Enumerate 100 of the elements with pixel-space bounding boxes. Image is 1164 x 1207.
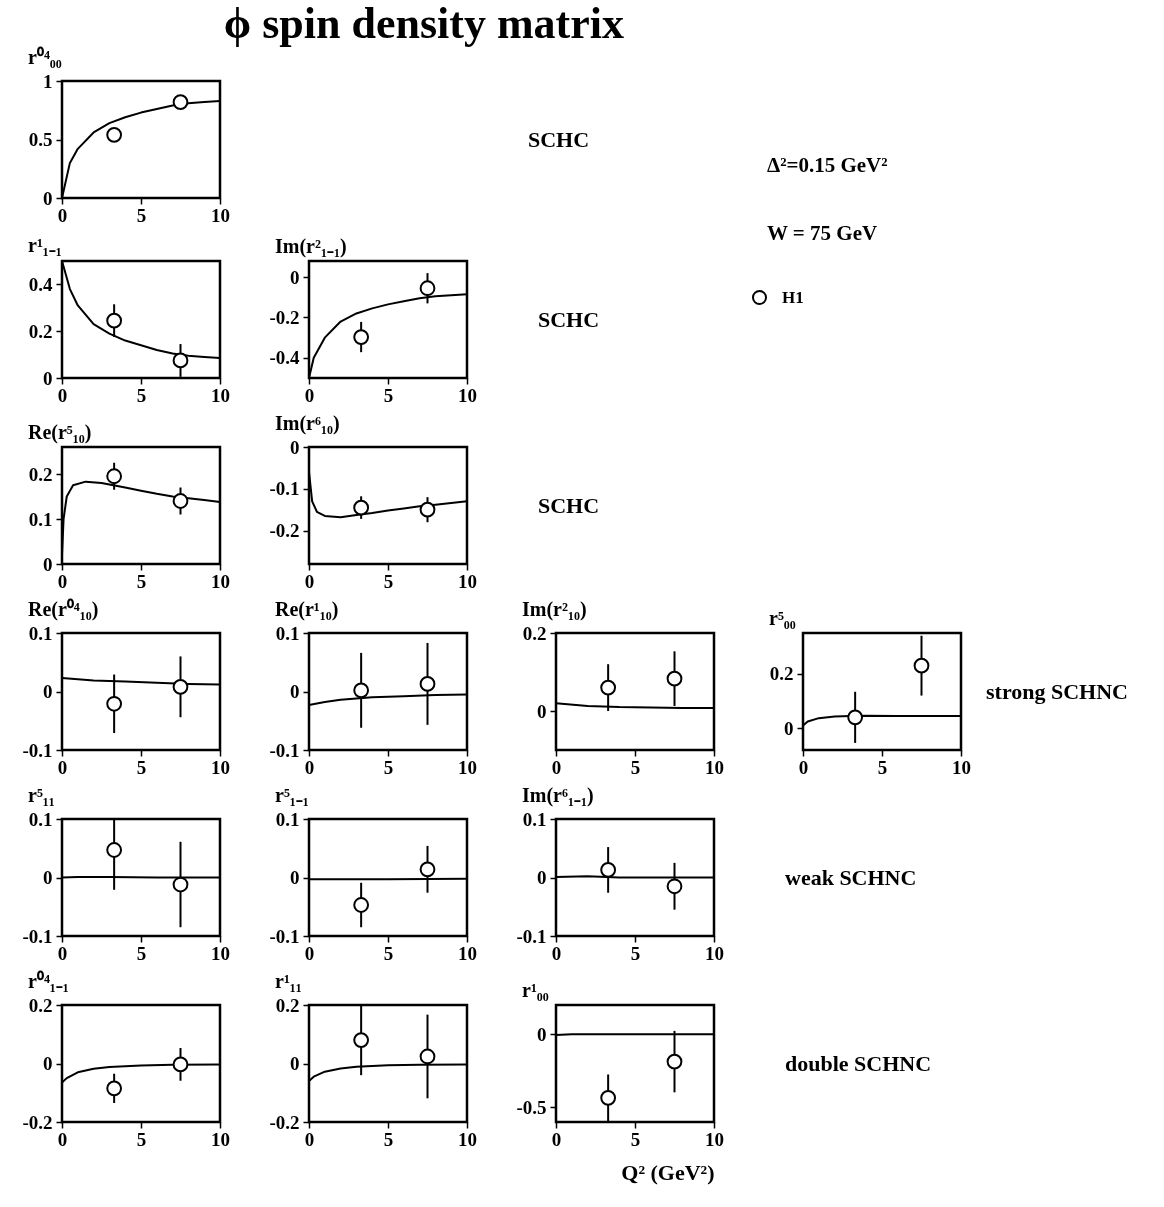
y-tick-label: 0 [537,867,547,888]
y-tick-label: 0 [43,681,53,702]
y-tick-label: 0 [537,1023,547,1045]
x-tick-label: 0 [57,204,68,226]
x-tick-label: 5 [383,384,394,406]
y-tick-label: 0.2 [522,622,547,644]
y-tick-label: 0.1 [28,808,53,830]
x-tick-label: 5 [136,204,147,226]
x-tick-label: 0 [57,1128,68,1150]
y-tick-label: 0 [43,867,53,888]
y-tick-label: 0.1 [522,808,547,830]
x-tick-label: 5 [136,756,147,778]
text: weak SCHNC [785,864,917,890]
x-tick-label: 5 [136,1128,147,1150]
y-tick-label: -0.2 [269,1111,300,1133]
y-tick-label: 0.2 [28,463,53,485]
y-tick-label: 0 [537,700,547,722]
y-tick-label: 0 [290,681,300,702]
y-tick-label: 0.1 [275,808,300,830]
text: W = 75 GeV [767,221,878,245]
text: ϕ spin density matrix [223,0,625,48]
x-tick-label: 5 [136,570,147,592]
y-tick-label: 0.2 [769,663,794,685]
x-tick-label: 10 [458,942,477,964]
y-tick-label: 0.1 [28,622,53,644]
x-tick-label: 10 [211,570,230,592]
x-tick-label: 0 [57,756,68,778]
y-tick-label: 0 [290,436,300,458]
x-tick-label: 5 [383,570,394,592]
text: SCHC [538,306,600,332]
chart-title: r⁰⁴₀₀ [28,46,62,68]
y-tick-label: 0 [290,1053,300,1074]
y-tick-label: -0.1 [269,739,300,761]
x-tick-label: 10 [211,1128,230,1150]
x-tick-label: 0 [798,756,809,778]
text: Δ²=0.15 GeV² [767,153,888,177]
chart-title: Im(r⁶₁₀) [275,412,340,435]
chart-title: Re(r⁰⁴₁₀) [28,598,99,621]
x-tick-label: 5 [630,942,641,964]
x-tick-label: 0 [304,1128,315,1150]
chart-title: Im(r²₁₋₁) [275,235,347,258]
x-tick-label: 5 [383,1128,394,1150]
x-tick-label: 5 [136,942,147,964]
chart-title: r¹₁₋₁ [28,234,62,256]
y-tick-label: -0.1 [269,478,300,500]
y-tick-label: 0.1 [275,622,300,644]
x-tick-label: 0 [304,942,315,964]
x-tick-label: 10 [705,756,724,778]
x-tick-label: 10 [211,384,230,406]
x-tick-label: 0 [304,384,315,406]
chart-title: r⁵₁₋₁ [275,784,309,806]
text: strong SCHNC [986,678,1129,704]
y-tick-label: 0 [43,187,53,209]
y-tick-label: -0.1 [22,739,53,761]
text: SCHC [538,492,600,518]
y-tick-label: -0.1 [269,925,300,947]
x-tick-label: 10 [458,384,477,406]
chart-title: r⁰⁴₁₋₁ [28,970,69,992]
chart-title: Im(r²₁₀) [522,598,587,621]
chart-title: r⁵₀₀ [769,607,796,629]
x-axis-title: Q² (GeV²) [621,1159,715,1185]
x-tick-label: 5 [630,756,641,778]
x-tick-label: 10 [458,570,477,592]
y-tick-label: 0.2 [275,994,300,1016]
y-tick-label: 0 [290,867,300,888]
x-tick-label: 10 [705,942,724,964]
y-tick-label: 0.5 [28,129,53,150]
y-tick-label: -0.1 [516,925,547,947]
x-tick-label: 10 [211,756,230,778]
y-tick-label: 0 [43,1053,53,1074]
x-tick-label: 0 [57,942,68,964]
y-tick-label: -0.2 [269,306,300,328]
legend-label: H1 [782,287,804,307]
x-tick-label: 0 [551,756,562,778]
chart-title: Im(r⁶₁₋₁) [522,784,594,807]
y-tick-label: 0.2 [28,320,53,342]
x-tick-label: 0 [551,1128,562,1150]
text: double SCHNC [785,1050,932,1076]
y-tick-label: 0 [43,367,53,389]
x-tick-label: 10 [705,1128,724,1150]
y-tick-label: 0.2 [28,994,53,1016]
chart-title: Re(r⁵₁₀) [28,421,92,444]
chart-title: r⁵₁₁ [28,784,55,806]
x-tick-label: 5 [877,756,888,778]
y-tick-label: -0.2 [269,520,300,542]
x-tick-label: 0 [304,756,315,778]
x-tick-label: 10 [211,942,230,964]
x-tick-label: 10 [211,204,230,226]
x-tick-label: 0 [304,570,315,592]
x-tick-label: 5 [383,942,394,964]
y-tick-label: -0.5 [516,1096,547,1118]
chart-title: Re(r¹₁₀) [275,598,339,621]
y-tick-label: 0 [43,553,53,575]
x-tick-label: 5 [383,756,394,778]
x-tick-label: 5 [630,1128,641,1150]
x-tick-label: 5 [136,384,147,406]
x-tick-label: 10 [952,756,971,778]
text: SCHC [528,126,590,152]
chart-title: r¹₀₀ [522,979,549,1001]
y-tick-label: 0 [290,266,300,288]
